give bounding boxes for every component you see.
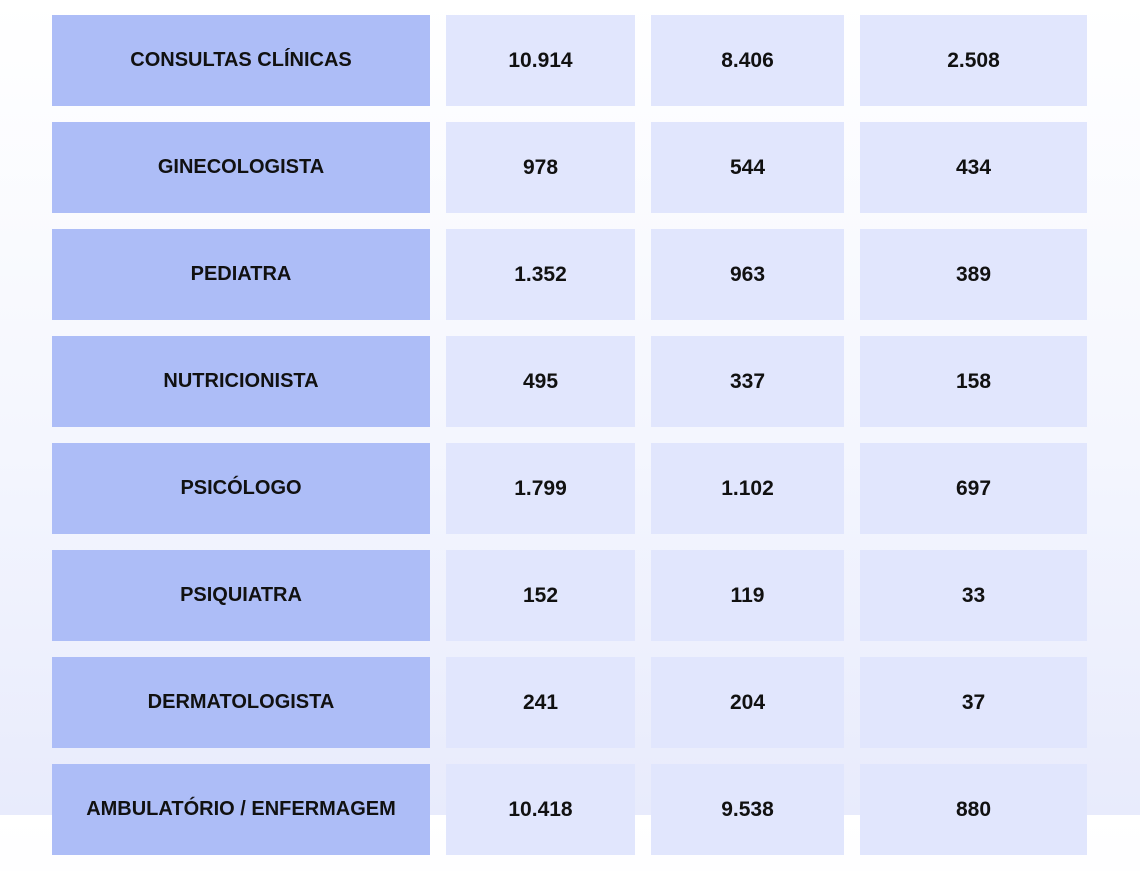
table-row: AMBULATÓRIO / ENFERMAGEM 10.418 9.538 88…	[52, 764, 1089, 855]
value-cell: 697	[860, 443, 1087, 534]
data-table: CONSULTAS CLÍNICAS 10.914 8.406 2.508 GI…	[52, 15, 1089, 871]
value-cell: 37	[860, 657, 1087, 748]
row-label: AMBULATÓRIO / ENFERMAGEM	[52, 764, 430, 855]
row-label: NUTRICIONISTA	[52, 336, 430, 427]
value-cell: 9.538	[651, 764, 844, 855]
value-cell: 1.102	[651, 443, 844, 534]
value-cell: 10.418	[446, 764, 635, 855]
row-label: GINECOLOGISTA	[52, 122, 430, 213]
table-row: DERMATOLOGISTA 241 204 37	[52, 657, 1089, 748]
table-row: GINECOLOGISTA 978 544 434	[52, 122, 1089, 213]
value-cell: 963	[651, 229, 844, 320]
value-cell: 8.406	[651, 15, 844, 106]
table-row: PSIQUIATRA 152 119 33	[52, 550, 1089, 641]
row-label: PSICÓLOGO	[52, 443, 430, 534]
value-cell: 544	[651, 122, 844, 213]
value-cell: 1.352	[446, 229, 635, 320]
row-label: PEDIATRA	[52, 229, 430, 320]
value-cell: 204	[651, 657, 844, 748]
value-cell: 2.508	[860, 15, 1087, 106]
row-label: PSIQUIATRA	[52, 550, 430, 641]
value-cell: 158	[860, 336, 1087, 427]
value-cell: 337	[651, 336, 844, 427]
table-row: PSICÓLOGO 1.799 1.102 697	[52, 443, 1089, 534]
value-cell: 10.914	[446, 15, 635, 106]
value-cell: 241	[446, 657, 635, 748]
value-cell: 389	[860, 229, 1087, 320]
table-row: CONSULTAS CLÍNICAS 10.914 8.406 2.508	[52, 15, 1089, 106]
value-cell: 119	[651, 550, 844, 641]
value-cell: 978	[446, 122, 635, 213]
value-cell: 1.799	[446, 443, 635, 534]
value-cell: 880	[860, 764, 1087, 855]
row-label: CONSULTAS CLÍNICAS	[52, 15, 430, 106]
value-cell: 495	[446, 336, 635, 427]
table-row: PEDIATRA 1.352 963 389	[52, 229, 1089, 320]
value-cell: 33	[860, 550, 1087, 641]
value-cell: 434	[860, 122, 1087, 213]
row-label: DERMATOLOGISTA	[52, 657, 430, 748]
value-cell: 152	[446, 550, 635, 641]
table-row: NUTRICIONISTA 495 337 158	[52, 336, 1089, 427]
